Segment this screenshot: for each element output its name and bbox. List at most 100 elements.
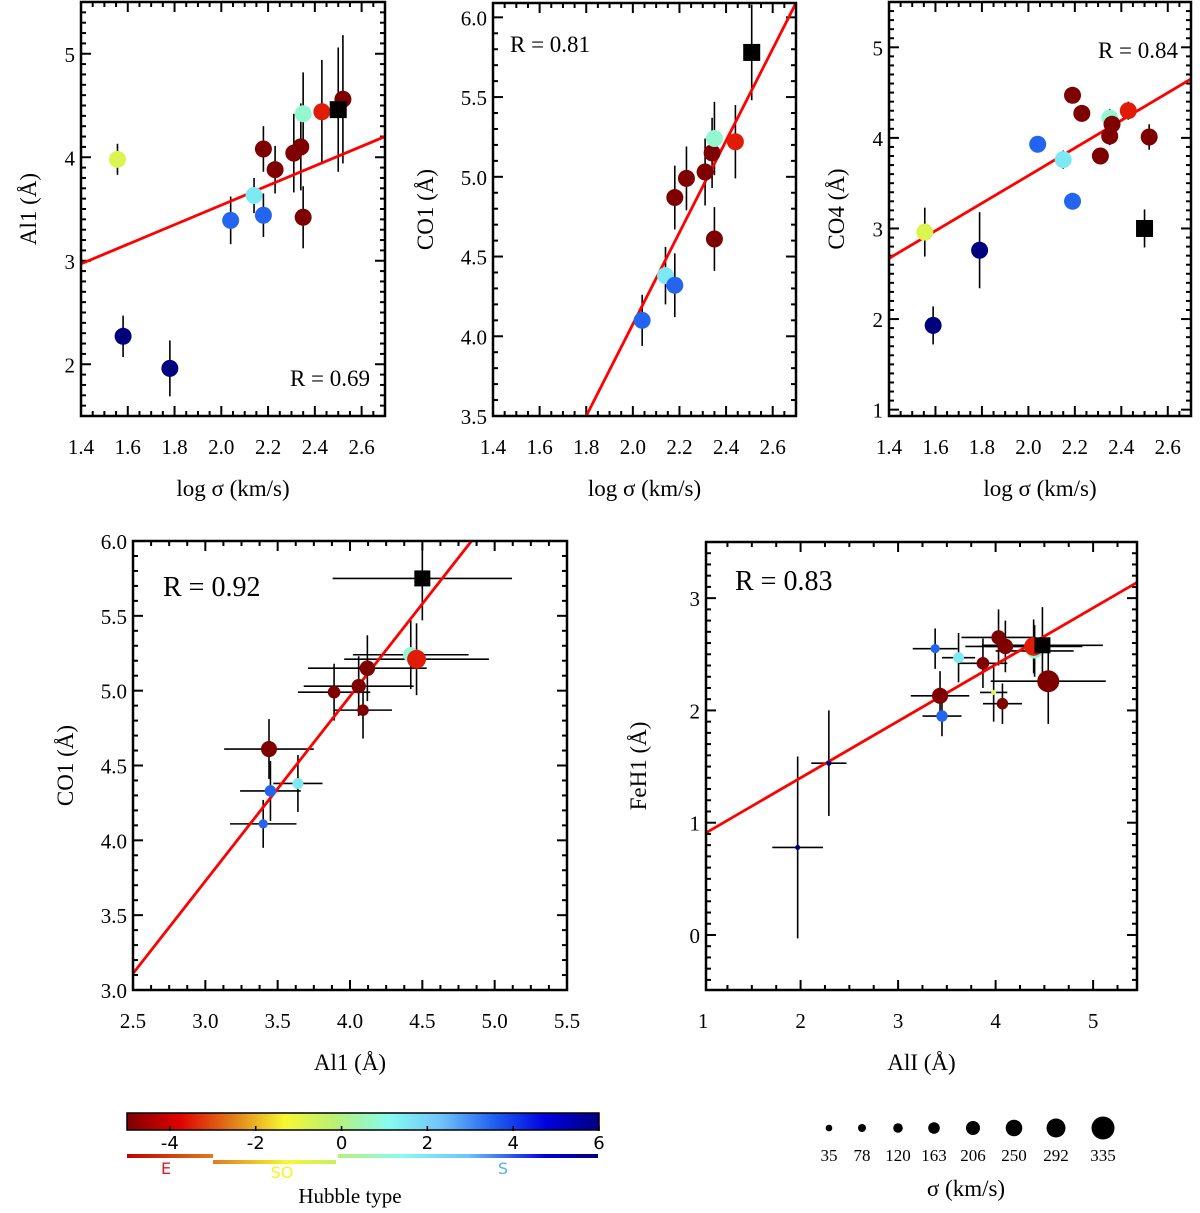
data-point-square <box>414 570 431 587</box>
x-tick-label: 2 <box>795 1009 806 1033</box>
x-tick-label: 2.0 <box>1015 435 1041 459</box>
plot-frame <box>887 0 1193 418</box>
data-point <box>971 241 989 259</box>
size-legend-label: 163 <box>921 1146 947 1165</box>
x-tick-label: 4 <box>990 1009 1001 1033</box>
data-layer <box>889 77 1191 345</box>
y-tick-label: 5 <box>65 43 76 67</box>
colorbar-ticks: -4 -2 0 2 4 6 <box>161 1126 605 1154</box>
y-tick-label: 3 <box>690 587 701 611</box>
x-axis-label: log σ (km/s) <box>983 476 1096 501</box>
y-tick-label: 1 <box>690 812 701 836</box>
data-point <box>696 163 714 181</box>
data-point <box>327 685 341 699</box>
data-point <box>826 760 832 766</box>
y-tick-label: 3 <box>65 250 76 274</box>
x-tick-label: 2.2 <box>666 435 692 459</box>
fit-line <box>81 135 385 266</box>
y-tick-label: 4 <box>873 127 884 151</box>
x-tick-label: 1.8 <box>573 435 599 459</box>
y-tick-label: 5.5 <box>461 86 487 110</box>
data-layer <box>81 35 385 397</box>
x-tick-label: 5 <box>1088 1009 1099 1033</box>
data-point <box>997 638 1014 655</box>
data-point <box>114 327 132 345</box>
class-bar-e <box>127 1154 213 1158</box>
size-legend-title: σ (km/s) <box>927 1176 1005 1201</box>
data-point <box>1064 192 1082 210</box>
data-point <box>1064 86 1082 104</box>
data-point-square <box>1136 219 1154 237</box>
y-tick-label: 3.0 <box>101 979 127 1003</box>
data-point <box>976 656 990 670</box>
colorbar-title: Hubble type <box>298 1184 401 1208</box>
x-tick-label: 2.4 <box>713 435 740 459</box>
class-bar-s <box>338 1154 598 1158</box>
y-tick-label: 4 <box>65 146 76 170</box>
y-tick-label: 2 <box>873 308 884 332</box>
x-tick-label: 3.5 <box>265 1009 291 1033</box>
colorbar-tick-label: 0 <box>336 1133 347 1154</box>
x-tick-label: 2.0 <box>208 435 234 459</box>
size-legend-label: 250 <box>1001 1146 1027 1165</box>
data-point <box>294 208 312 226</box>
data-point <box>292 138 310 156</box>
size-legend-dot <box>893 1123 903 1133</box>
x-tick-label: 4.0 <box>337 1009 363 1033</box>
colorbar-tick-label: -4 <box>161 1133 179 1154</box>
data-point <box>677 169 695 187</box>
colorbar-tick-label: 4 <box>507 1133 518 1154</box>
data-point <box>351 679 366 694</box>
y-axis-label: Al1 (Å) <box>16 173 41 245</box>
size-legend-dot <box>928 1122 940 1134</box>
x-axis-label: log σ (km/s) <box>588 476 701 501</box>
correlation-annotation: R = 0.84 <box>1098 38 1179 63</box>
x-tick-label: 2.4 <box>1108 435 1135 459</box>
data-point <box>633 311 651 329</box>
size-legend-dot <box>1046 1118 1066 1138</box>
data-point <box>108 150 126 168</box>
data-point <box>930 644 940 654</box>
fit-line <box>706 581 1137 835</box>
x-tick-label: 1 <box>698 1009 709 1033</box>
y-tick-label: 4.0 <box>461 325 487 349</box>
data-point-square <box>1034 637 1051 654</box>
data-point <box>666 189 684 207</box>
data-point <box>1091 147 1109 165</box>
x-tick-label: 1.6 <box>922 435 948 459</box>
plot-frame <box>131 539 569 992</box>
x-tick-label: 2.4 <box>302 435 329 459</box>
data-point <box>254 140 272 158</box>
y-tick-label: 6.0 <box>101 530 127 554</box>
y-axis-label: CO1 (Å) <box>53 725 78 806</box>
data-point <box>932 687 949 704</box>
size-legend-label: 335 <box>1090 1146 1116 1165</box>
panel-co4-vs-logsigma: 1.4 1.6 1.8 2.0 2.2 2.4 2.6 1 2 3 4 5 log σ (km/s) CO… <box>824 0 1193 501</box>
y-tick-label: 5.0 <box>461 166 487 190</box>
class-label-e: E <box>161 1159 171 1178</box>
x-tick-label: 1.6 <box>115 435 141 459</box>
x-tick-label: 1.4 <box>68 435 95 459</box>
data-point <box>1140 128 1158 146</box>
x-tick-label: 1.8 <box>161 435 187 459</box>
x-axis-label: AlI (Å) <box>887 1050 955 1075</box>
data-point <box>294 105 312 123</box>
x-tick-label: 1.6 <box>526 435 552 459</box>
data-point <box>936 710 948 722</box>
y-tick-label: 4.0 <box>101 829 127 853</box>
plot-frame <box>79 0 387 418</box>
data-point-square <box>743 43 761 61</box>
data-point <box>264 785 277 797</box>
data-point <box>1037 670 1060 693</box>
y-tick-label: 0 <box>690 924 701 948</box>
x-tick-label: 2.5 <box>120 1009 146 1033</box>
y-tick-label: 5.5 <box>101 605 127 629</box>
data-point <box>407 649 426 669</box>
x-tick-label: 2.2 <box>1062 435 1088 459</box>
data-point <box>996 697 1009 710</box>
class-label-s: S <box>498 1159 508 1178</box>
size-legend-dot <box>966 1121 980 1135</box>
data-point <box>705 130 723 148</box>
x-axis-label: Al1 (Å) <box>314 1050 386 1075</box>
